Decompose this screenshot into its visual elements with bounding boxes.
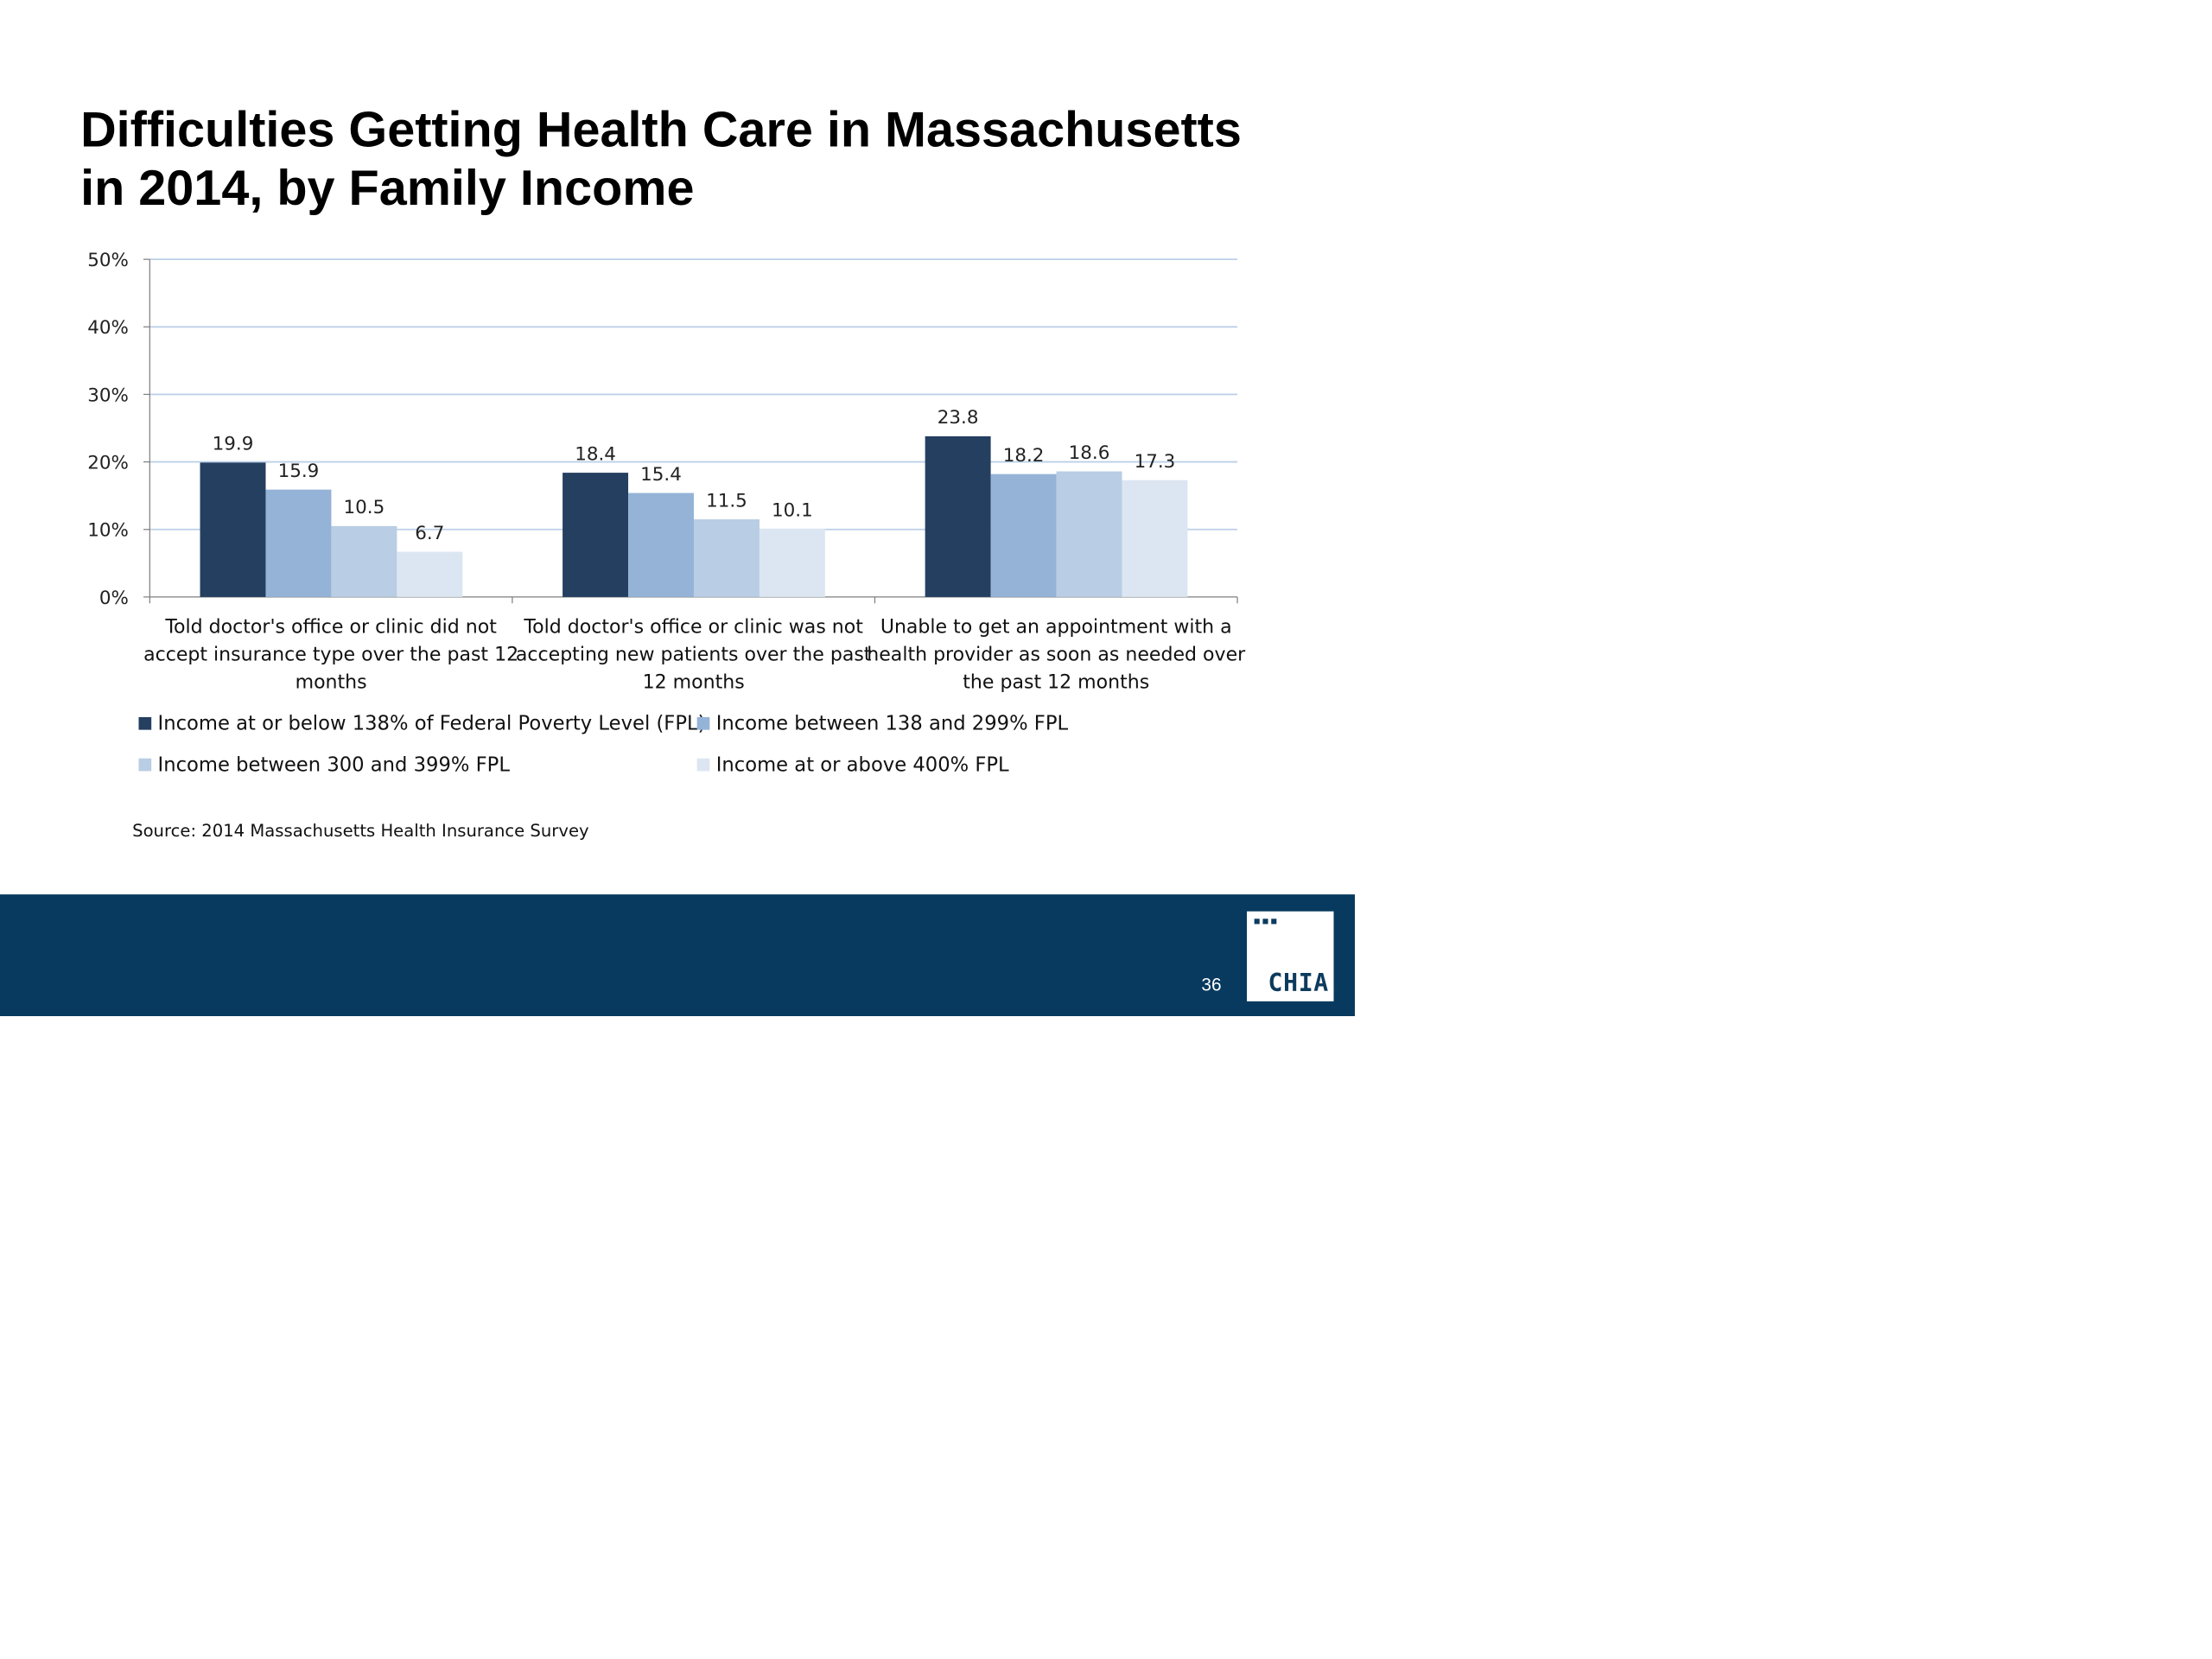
logo-dot bbox=[1254, 918, 1260, 925]
y-tick-label: 50% bbox=[87, 250, 129, 271]
bar bbox=[397, 551, 463, 597]
legend-swatch bbox=[696, 716, 710, 730]
logo-text: CHIA. bbox=[1268, 968, 1344, 997]
data-label: 18.2 bbox=[1003, 445, 1045, 467]
logo-dots bbox=[1254, 918, 1277, 925]
logo-dot bbox=[1271, 918, 1277, 925]
legend-item: Income between 138 and 299% FPL bbox=[696, 711, 1069, 735]
bar bbox=[1122, 480, 1188, 597]
y-tick-label: 40% bbox=[87, 317, 129, 339]
legend-label: Income at or above 400% FPL bbox=[715, 753, 1009, 776]
legend-item: Income at or below 138% of Federal Pover… bbox=[138, 712, 705, 734]
legend-swatch bbox=[138, 716, 152, 730]
data-label: 10.1 bbox=[772, 499, 813, 521]
y-tick-label: 30% bbox=[87, 385, 129, 406]
legend-item: Income between 300 and 399% FPL bbox=[138, 753, 510, 776]
x-category-label: Told doctor's office or clinic was not bbox=[523, 617, 863, 639]
chart-legend: Income at or below 138% of Federal Pover… bbox=[138, 712, 1303, 797]
bar bbox=[628, 493, 694, 597]
bar bbox=[563, 473, 629, 597]
y-tick-label: 10% bbox=[87, 520, 129, 542]
bar bbox=[759, 528, 825, 597]
x-category-label: accept insurance type over the past 12 bbox=[143, 644, 518, 665]
slide: Difficulties Getting Health Care in Mass… bbox=[0, 0, 1355, 1016]
y-tick-label: 20% bbox=[87, 453, 129, 474]
data-label: 18.4 bbox=[575, 443, 616, 465]
bar bbox=[693, 519, 760, 597]
data-label: 19.9 bbox=[213, 434, 254, 455]
slide-title-line: in 2014, by Family Income bbox=[80, 159, 695, 216]
legend-label: Income between 138 and 299% FPL bbox=[715, 711, 1069, 735]
x-category-label: the past 12 months bbox=[963, 671, 1149, 693]
x-category-label: Told doctor's office or clinic did not bbox=[164, 617, 497, 639]
logo-dot bbox=[1262, 918, 1268, 925]
chia-logo: CHIA. bbox=[1247, 911, 1344, 1001]
bar bbox=[925, 435, 991, 597]
data-label: 23.8 bbox=[938, 407, 979, 429]
data-label: 15.4 bbox=[640, 464, 682, 486]
bar bbox=[1056, 471, 1122, 597]
bar bbox=[990, 474, 1057, 597]
slide-title-line: Difficulties Getting Health Care in Mass… bbox=[80, 101, 1242, 157]
bar bbox=[265, 489, 332, 597]
slide-title: Difficulties Getting Health Care in Mass… bbox=[80, 100, 1298, 217]
data-label: 6.7 bbox=[415, 523, 444, 544]
legend-label: Income between 300 and 399% FPL bbox=[157, 753, 510, 776]
x-category-label: accepting new patients over the past bbox=[516, 644, 872, 665]
legend-swatch bbox=[696, 758, 710, 772]
bar bbox=[200, 462, 266, 597]
data-label: 11.5 bbox=[706, 490, 747, 512]
legend-label: Income at or below 138% of Federal Pover… bbox=[157, 711, 706, 735]
data-label: 18.6 bbox=[1069, 442, 1110, 464]
x-category-label: 12 months bbox=[643, 671, 745, 693]
page-number: 36 bbox=[1201, 975, 1222, 995]
x-category-label: months bbox=[296, 671, 367, 693]
data-label: 10.5 bbox=[344, 497, 385, 518]
data-label: 15.9 bbox=[278, 461, 320, 482]
x-category-label: Unable to get an appointment with a bbox=[880, 617, 1232, 639]
legend-swatch bbox=[138, 758, 152, 772]
y-tick-label: 0% bbox=[99, 588, 129, 609]
bar bbox=[331, 525, 397, 597]
legend-item: Income at or above 400% FPL bbox=[696, 753, 1009, 776]
data-label: 17.3 bbox=[1135, 451, 1176, 473]
source-note: Source: 2014 Massachusetts Health Insura… bbox=[132, 820, 589, 841]
footer-bar bbox=[0, 894, 1355, 1016]
x-category-label: health provider as soon as needed over bbox=[867, 644, 1246, 665]
bar-chart: 0% 10% 20% 30% 40% 50% 19.9 18.4 23.8 15.9 15.4 18.… bbox=[87, 250, 1246, 693]
